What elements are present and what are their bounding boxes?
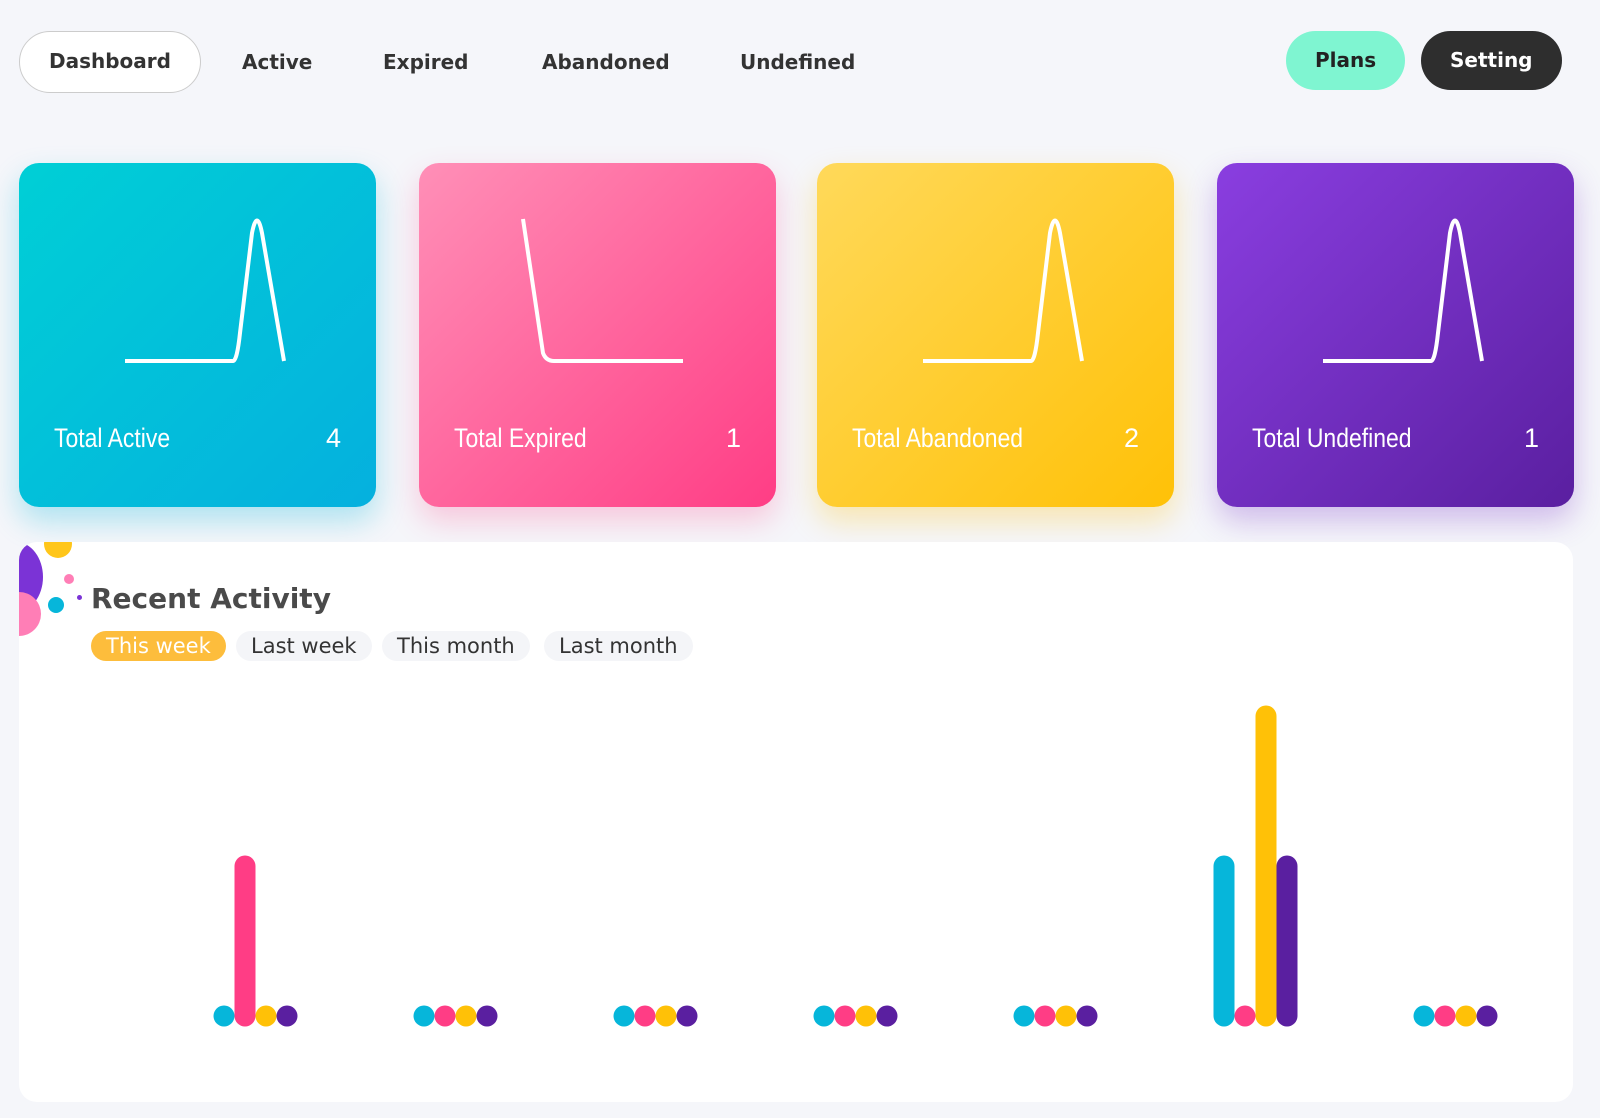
bar-expired-2 xyxy=(434,1005,456,1027)
bar-expired-7 xyxy=(1434,1005,1456,1027)
nav-expired[interactable]: Expired xyxy=(383,50,469,74)
decor-circle xyxy=(19,592,41,636)
bar-abandoned-4 xyxy=(855,1005,877,1027)
setting-button[interactable]: Setting xyxy=(1421,31,1562,90)
bar-undefined-6 xyxy=(1276,855,1298,1027)
sparkline-icon xyxy=(923,218,1084,363)
nav-dashboard[interactable]: Dashboard xyxy=(19,31,201,93)
card-label: Total Active xyxy=(54,423,171,453)
bar-active-7 xyxy=(1413,1005,1435,1027)
bar-abandoned-2 xyxy=(455,1005,477,1027)
bar-abandoned-6 xyxy=(1255,705,1277,1027)
decor-circle xyxy=(64,574,74,584)
bar-active-2 xyxy=(413,1005,435,1027)
card-total-active[interactable]: Total Active 4 xyxy=(19,163,376,507)
bar-abandoned-1 xyxy=(255,1005,277,1027)
card-label: Total Abandoned xyxy=(852,423,1024,453)
nav-undefined[interactable]: Undefined xyxy=(740,50,856,74)
card-total-expired[interactable]: Total Expired 1 xyxy=(419,163,776,507)
filter-last-month[interactable]: Last month xyxy=(544,631,693,661)
bar-expired-6 xyxy=(1234,1005,1256,1027)
filter-this-month[interactable]: This month xyxy=(382,631,530,661)
bar-active-5 xyxy=(1013,1005,1035,1027)
sparkline-icon xyxy=(1323,218,1484,363)
top-nav: Dashboard Active Expired Abandoned Undef… xyxy=(19,31,1600,93)
bar-active-4 xyxy=(813,1005,835,1027)
bar-abandoned-3 xyxy=(655,1005,677,1027)
card-value: 1 xyxy=(1523,423,1539,453)
decor-circle xyxy=(44,542,72,558)
nav-active[interactable]: Active xyxy=(242,50,313,74)
bar-undefined-5 xyxy=(1076,1005,1098,1027)
card-total-undefined[interactable]: Total Undefined 1 xyxy=(1217,163,1574,507)
recent-activity-title: Recent Activity xyxy=(91,582,331,615)
bar-undefined-3 xyxy=(676,1005,698,1027)
decor-circle xyxy=(48,597,64,613)
bar-undefined-2 xyxy=(476,1005,498,1027)
bar-abandoned-5 xyxy=(1055,1005,1077,1027)
bar-expired-4 xyxy=(834,1005,856,1027)
bar-active-3 xyxy=(613,1005,635,1027)
bar-undefined-1 xyxy=(276,1005,298,1027)
activity-chart xyxy=(213,705,1498,1027)
bar-expired-5 xyxy=(1034,1005,1056,1027)
card-label: Total Undefined xyxy=(1252,423,1412,453)
card-label: Total Expired xyxy=(454,423,587,453)
nav-abandoned[interactable]: Abandoned xyxy=(542,50,670,74)
filter-this-week[interactable]: This week xyxy=(91,631,226,661)
bar-expired-3 xyxy=(634,1005,656,1027)
card-value: 2 xyxy=(1123,423,1139,453)
recent-activity-panel: Recent Activity This week Last week This… xyxy=(19,542,1573,1102)
card-value: 1 xyxy=(725,423,741,453)
plans-button[interactable]: Plans xyxy=(1286,31,1406,90)
filter-last-week[interactable]: Last week xyxy=(236,631,372,661)
bar-expired-1 xyxy=(234,855,256,1027)
bar-undefined-7 xyxy=(1476,1005,1498,1027)
bar-active-6 xyxy=(1213,855,1235,1027)
card-value: 4 xyxy=(325,423,341,453)
decor-circle xyxy=(77,595,82,600)
sparkline-icon xyxy=(125,218,286,363)
bar-active-1 xyxy=(213,1005,235,1027)
card-total-abandoned[interactable]: Total Abandoned 2 xyxy=(817,163,1174,507)
bar-undefined-4 xyxy=(876,1005,898,1027)
sparkline-icon xyxy=(521,218,683,363)
bar-abandoned-7 xyxy=(1455,1005,1477,1027)
